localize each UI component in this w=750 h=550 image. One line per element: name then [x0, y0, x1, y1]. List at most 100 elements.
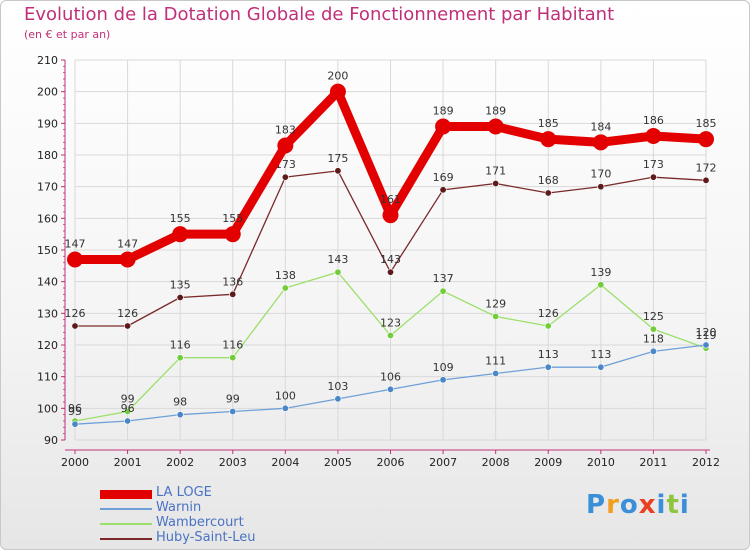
data-label-wambercourt: 123 — [380, 317, 401, 330]
data-point-huby-saint-leu — [281, 173, 289, 181]
data-point-wambercourt — [439, 287, 447, 295]
data-point-huby-saint-leu — [71, 322, 79, 330]
data-label-huby-saint-leu: 170 — [590, 168, 611, 181]
data-label-la-loge: 161 — [380, 193, 401, 206]
data-point-warnin — [386, 385, 394, 393]
data-point-la-loge — [645, 128, 662, 144]
x-tick-label: 2002 — [166, 456, 194, 469]
y-tick-label: 180 — [37, 149, 58, 162]
data-point-la-loge — [435, 118, 452, 135]
x-tick-label: 2004 — [271, 456, 299, 469]
x-tick-label: 2011 — [639, 456, 667, 469]
data-label-la-loge: 155 — [170, 212, 191, 225]
data-point-huby-saint-leu — [702, 176, 710, 184]
y-tick-label: 170 — [37, 181, 58, 194]
data-label-warnin: 113 — [590, 348, 611, 361]
data-label-huby-saint-leu: 171 — [485, 165, 506, 178]
x-tick-label: 2000 — [61, 456, 89, 469]
data-label-wambercourt: 116 — [170, 339, 191, 352]
data-point-warnin — [597, 363, 605, 371]
data-point-la-loge — [119, 251, 136, 268]
data-point-wambercourt — [492, 312, 500, 320]
data-point-la-loge — [172, 226, 189, 243]
data-point-warnin — [334, 395, 342, 403]
x-tick-label: 2009 — [534, 456, 562, 469]
data-point-la-loge — [698, 131, 714, 148]
data-label-wambercourt: 143 — [327, 253, 348, 266]
data-label-huby-saint-leu: 143 — [380, 253, 401, 266]
data-label-huby-saint-leu: 175 — [327, 152, 348, 165]
data-label-la-loge: 184 — [590, 120, 611, 133]
data-label-la-loge: 186 — [643, 114, 664, 127]
y-tick-label: 200 — [37, 86, 58, 99]
data-point-la-loge — [67, 251, 83, 268]
legend-label: Huby-Saint-Leu — [156, 530, 256, 545]
x-tick-label: 2008 — [482, 456, 510, 469]
data-label-la-loge: 189 — [433, 105, 454, 118]
data-point-warnin — [439, 376, 447, 384]
data-label-warnin: 106 — [380, 370, 401, 383]
legend-swatch — [100, 508, 152, 510]
data-point-warnin — [124, 417, 132, 425]
data-point-wambercourt — [281, 284, 289, 292]
data-point-la-loge — [592, 134, 609, 151]
data-point-wambercourt — [334, 268, 342, 276]
data-label-wambercourt: 96 — [68, 402, 82, 415]
legend-label: LA LOGE — [156, 485, 212, 500]
x-tick-label: 2010 — [587, 456, 615, 469]
data-point-la-loge — [487, 118, 504, 135]
data-point-warnin — [702, 341, 710, 349]
data-point-wambercourt — [229, 354, 237, 362]
data-point-warnin — [71, 420, 79, 428]
y-tick-label: 100 — [37, 402, 58, 415]
y-tick-label: 90 — [44, 434, 58, 447]
x-tick-label: 2012 — [692, 456, 720, 469]
data-label-la-loge: 155 — [222, 212, 243, 225]
data-point-huby-saint-leu — [649, 173, 657, 181]
data-label-warnin: 103 — [327, 380, 348, 393]
data-point-warnin — [544, 363, 552, 371]
data-point-huby-saint-leu — [492, 180, 500, 188]
chart-subtitle: (en € et par an) — [24, 28, 111, 41]
data-point-huby-saint-leu — [544, 189, 552, 197]
data-label-warnin: 109 — [433, 361, 454, 374]
data-point-wambercourt — [544, 322, 552, 330]
x-tick-label: 2001 — [114, 456, 142, 469]
data-label-warnin: 111 — [485, 355, 506, 368]
data-label-la-loge: 189 — [485, 105, 506, 118]
data-point-wambercourt — [176, 354, 184, 362]
data-label-wambercourt: 129 — [485, 298, 506, 311]
data-label-la-loge: 185 — [696, 117, 717, 130]
data-label-huby-saint-leu: 126 — [117, 307, 138, 320]
data-label-la-loge: 185 — [538, 117, 559, 130]
legend-swatch — [100, 538, 152, 540]
data-label-huby-saint-leu: 135 — [170, 279, 191, 292]
data-label-warnin: 95 — [68, 405, 82, 418]
y-tick-label: 130 — [37, 307, 58, 320]
y-tick-label: 210 — [37, 54, 58, 67]
data-label-wambercourt: 125 — [643, 310, 664, 323]
legend-label: Warnin — [156, 500, 202, 515]
data-label-huby-saint-leu: 126 — [65, 307, 86, 320]
data-label-huby-saint-leu: 168 — [538, 174, 559, 187]
data-label-wambercourt: 119 — [696, 329, 717, 342]
data-label-warnin: 96 — [121, 402, 135, 415]
data-point-huby-saint-leu — [124, 322, 132, 330]
data-label-wambercourt: 139 — [590, 266, 611, 279]
data-point-wambercourt — [597, 281, 605, 289]
data-label-la-loge: 200 — [327, 70, 348, 83]
data-point-wambercourt — [386, 331, 394, 339]
y-tick-label: 120 — [37, 339, 58, 352]
data-label-wambercourt: 137 — [433, 272, 454, 285]
data-label-warnin: 98 — [173, 396, 187, 409]
x-tick-label: 2005 — [324, 456, 352, 469]
data-point-huby-saint-leu — [386, 268, 394, 276]
y-tick-label: 110 — [37, 371, 58, 384]
chart-title: Evolution de la Dotation Globale de Fonc… — [24, 4, 615, 25]
data-point-huby-saint-leu — [439, 186, 447, 194]
data-point-warnin — [492, 369, 500, 377]
data-point-huby-saint-leu — [176, 293, 184, 301]
data-label-huby-saint-leu: 169 — [433, 171, 454, 184]
data-label-huby-saint-leu: 136 — [222, 275, 243, 288]
